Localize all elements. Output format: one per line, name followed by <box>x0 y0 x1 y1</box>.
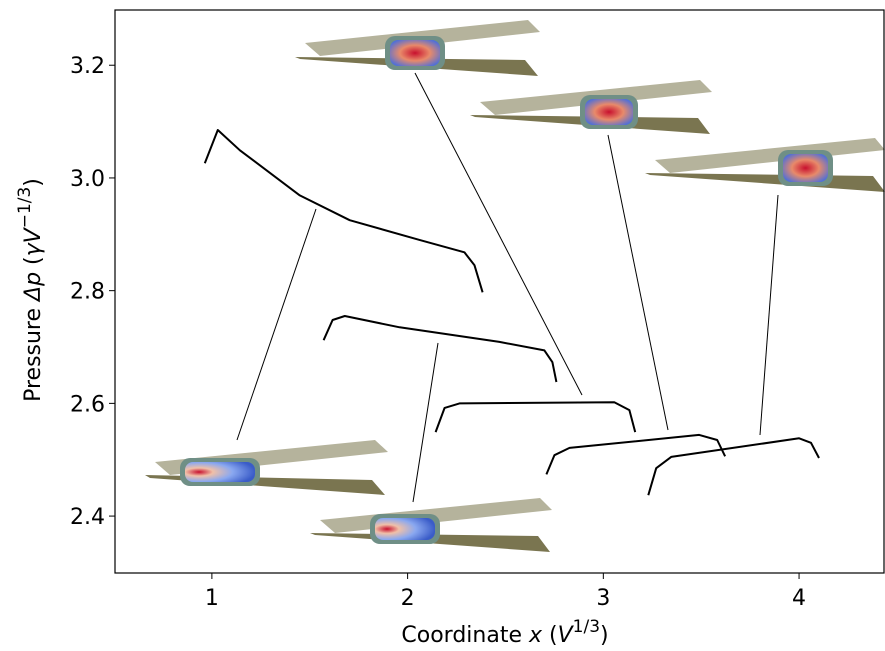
insets <box>145 20 885 552</box>
y-tick-label: 2.8 <box>70 280 105 305</box>
y-label: Pressure Δp (γV−1/3) <box>15 178 46 402</box>
label-part: 1/3 <box>573 617 600 637</box>
y-tick-label: 3.2 <box>70 54 105 79</box>
plot-frame <box>114 9 885 574</box>
x-tick-label: 2 <box>401 586 415 611</box>
curve <box>203 129 484 293</box>
pointer <box>607 134 669 431</box>
x-tick-label: 3 <box>596 586 610 611</box>
x-tick-label: 4 <box>792 586 806 611</box>
label-part: −1/3 <box>15 187 35 229</box>
label-part: Pressure <box>21 301 46 402</box>
label-part: V <box>558 623 575 647</box>
label-part: ( <box>21 256 46 272</box>
y-tick-label: 3.0 <box>70 167 105 192</box>
y-tick-label: 2.6 <box>70 392 105 417</box>
label-part: ) <box>600 623 609 647</box>
x-tick-label: 1 <box>205 586 219 611</box>
curve <box>434 401 637 433</box>
inset <box>295 20 540 76</box>
pointers <box>236 72 779 503</box>
y-tick-label: 2.4 <box>70 505 105 530</box>
label-part: x <box>528 623 543 647</box>
pointer <box>759 194 779 436</box>
curve <box>545 433 726 475</box>
label-part: Coordinate <box>401 623 529 647</box>
label-part: γV <box>21 226 46 256</box>
pointer <box>236 208 317 441</box>
inset <box>310 498 552 552</box>
pointer <box>414 72 583 396</box>
inset <box>145 440 388 495</box>
curve <box>647 437 820 496</box>
x-label: Coordinate x (V1/3) <box>401 617 608 647</box>
pointer <box>412 342 439 503</box>
label-part: ) <box>21 178 46 187</box>
inset <box>470 80 712 134</box>
label-part: Δp <box>21 272 46 303</box>
inset <box>645 138 885 192</box>
curve <box>322 315 558 383</box>
label-part: ( <box>542 623 558 647</box>
